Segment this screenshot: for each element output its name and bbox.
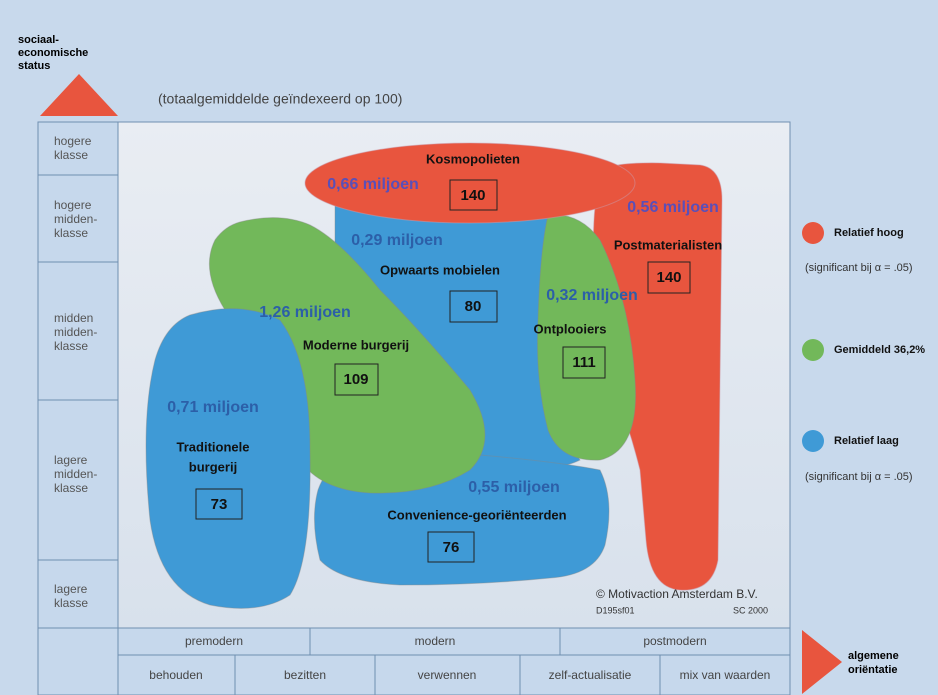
- value-label: mix van waarden: [680, 668, 771, 682]
- segment-index: 80: [465, 298, 482, 315]
- row-label: lagere: [54, 582, 88, 596]
- index-box: [449, 290, 498, 323]
- y-axis-title: status: [18, 60, 50, 72]
- legend-swatch: [802, 339, 824, 361]
- value-label: bezitten: [284, 668, 326, 682]
- segment-shape: [536, 214, 637, 461]
- segment-index: 73: [211, 496, 228, 513]
- row-label: midden-: [54, 467, 97, 481]
- corner-cell: [37, 627, 119, 695]
- subtitle: (totaalgemiddelde geïndexeerd op 100): [158, 91, 402, 107]
- segment-index: 140: [460, 187, 485, 204]
- index-box: [334, 363, 379, 396]
- group-cell: [559, 627, 791, 656]
- legend-note: (significant bij α = .05): [805, 262, 913, 274]
- year: SC 2000: [733, 605, 768, 615]
- index-box: [647, 261, 691, 294]
- row-label: midden-: [54, 325, 97, 339]
- value-label: behouden: [149, 668, 202, 682]
- segment-shape: [304, 142, 636, 224]
- index-box: [195, 488, 243, 520]
- legend-swatch: [802, 222, 824, 244]
- index-box: [427, 531, 475, 563]
- y-axis-title: economische: [18, 47, 88, 59]
- segment-population: 0,29 miljoen: [351, 232, 443, 249]
- value-cell: [374, 654, 521, 695]
- segment-population: 0,55 miljoen: [468, 479, 560, 496]
- row-cell: [37, 261, 119, 401]
- index-box: [562, 346, 606, 379]
- segment-index: 76: [443, 539, 460, 556]
- y-axis-title: sociaal-: [18, 34, 59, 46]
- x-axis-title: oriëntatie: [848, 664, 898, 676]
- segment-name: Convenience-georiënteerden: [387, 507, 566, 522]
- group-label: postmodern: [643, 634, 706, 648]
- code: D195sf01: [596, 605, 635, 615]
- segment-shape: [145, 308, 311, 609]
- row-label: lagere: [54, 453, 88, 467]
- segment-name: Ontplooiers: [534, 321, 607, 336]
- row-label: hogere: [54, 134, 92, 148]
- value-cell: [117, 654, 236, 695]
- copyright: © Motivaction Amsterdam B.V.: [596, 587, 758, 601]
- segment-index: 111: [572, 354, 595, 371]
- segment-population: 0,66 miljoen: [327, 176, 419, 193]
- x-axis-title: algemene: [848, 650, 899, 662]
- row-cell: [37, 399, 119, 561]
- group-label: modern: [415, 634, 456, 648]
- value-cell: [659, 654, 791, 695]
- segment-shape: [208, 217, 486, 494]
- legend-label: Relatief laag: [834, 435, 899, 447]
- legend-label: Relatief hoog: [834, 227, 904, 239]
- segment-name: Traditionele: [177, 439, 250, 454]
- row-cell: [37, 559, 119, 629]
- row-label: midden-: [54, 212, 97, 226]
- row-label: klasse: [54, 339, 88, 353]
- segment-name: Kosmopolieten: [426, 151, 520, 166]
- row-label: klasse: [54, 596, 88, 610]
- legend-note: (significant bij α = .05): [805, 471, 913, 483]
- row-label: klasse: [54, 148, 88, 162]
- group-label: premodern: [185, 634, 243, 648]
- row-cell: [37, 174, 119, 263]
- segment-population: 0,32 miljoen: [546, 287, 638, 304]
- segment-index: 109: [343, 371, 368, 388]
- value-label: verwennen: [418, 668, 477, 682]
- value-label: zelf-actualisatie: [549, 668, 632, 682]
- row-label: klasse: [54, 226, 88, 240]
- segment-name: Postmaterialisten: [614, 237, 722, 252]
- legend-label: Gemiddeld 36,2%: [834, 344, 925, 356]
- row-label: hogere: [54, 198, 92, 212]
- segment-name: Opwaarts mobielen: [380, 262, 500, 277]
- y-axis-arrow: [40, 74, 118, 116]
- x-axis-arrow: [802, 630, 842, 694]
- segment-population: 1,26 miljoen: [259, 304, 351, 321]
- row-label: midden: [54, 311, 93, 325]
- legend-swatch: [802, 430, 824, 452]
- segment-population: 0,71 miljoen: [167, 399, 259, 416]
- row-label: klasse: [54, 481, 88, 495]
- segment-population: 0,56 miljoen: [627, 199, 719, 216]
- segment-name: burgerij: [189, 459, 237, 474]
- index-box: [449, 179, 498, 211]
- segment-index: 140: [656, 269, 681, 286]
- segment-name: Moderne burgerij: [303, 337, 409, 352]
- value-cell: [519, 654, 661, 695]
